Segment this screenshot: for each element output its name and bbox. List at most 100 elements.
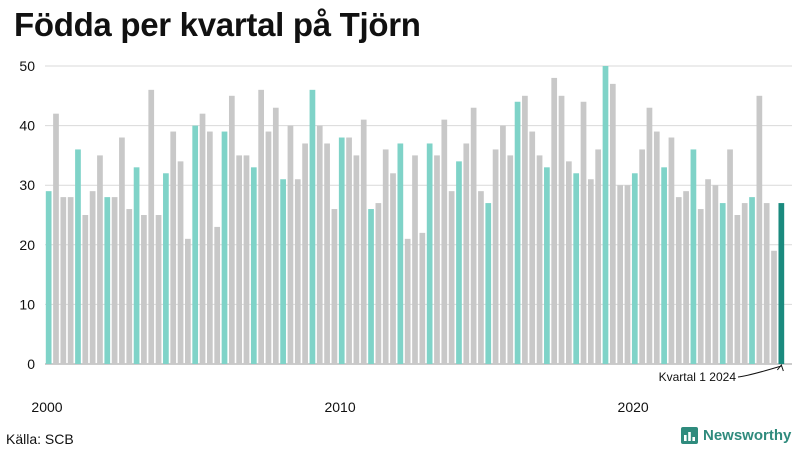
bar: [697, 209, 704, 364]
bar: [316, 125, 323, 364]
bar: [199, 113, 206, 365]
bar: [500, 125, 506, 364]
annotation-label: Kvartal 1 2024: [659, 370, 737, 384]
bar: [683, 191, 689, 364]
bar: [133, 167, 140, 364]
y-tick-label: 50: [19, 58, 35, 74]
bar: [514, 101, 521, 364]
bar: [763, 203, 770, 364]
bar: [587, 179, 594, 364]
bar: [573, 173, 580, 364]
bar: [353, 155, 360, 364]
bar: [397, 143, 404, 364]
bar: [507, 155, 514, 364]
bar: [426, 143, 433, 364]
bar: [53, 113, 59, 365]
bar: [360, 119, 367, 364]
bar: [243, 155, 250, 364]
bar: [82, 215, 89, 364]
bar: [741, 203, 748, 364]
bar: [566, 161, 572, 364]
bar: [719, 203, 726, 364]
bar: [558, 95, 565, 365]
bar: [45, 191, 52, 364]
bar: [228, 95, 235, 365]
bar: [265, 131, 272, 364]
bar: [778, 203, 785, 364]
bar: [478, 191, 484, 364]
bar: [624, 185, 631, 364]
annotation-arrowhead: [776, 363, 784, 372]
bar: [97, 155, 103, 364]
bar: [631, 173, 638, 364]
bar-chart-logo-icon: [681, 427, 698, 444]
bar: [221, 131, 228, 364]
bar: [463, 143, 470, 364]
bar: [60, 197, 67, 364]
bar: [206, 131, 213, 364]
bar: [448, 191, 455, 364]
bar: [338, 137, 345, 364]
bar: [675, 197, 682, 364]
bar: [639, 149, 645, 364]
bar: [287, 125, 294, 364]
bar: [75, 149, 81, 364]
bar: [661, 167, 667, 364]
y-tick-label: 30: [19, 177, 35, 193]
bar: [236, 155, 243, 364]
bar: [653, 131, 660, 364]
bar: [668, 137, 675, 364]
bar: [346, 137, 352, 364]
bar: [602, 66, 609, 364]
bar: [185, 238, 191, 364]
bar: [749, 197, 755, 364]
bar: [727, 149, 733, 364]
bar: [609, 83, 616, 364]
bar: [522, 95, 528, 365]
bar: [324, 143, 330, 364]
source-note: Källa: SCB: [6, 431, 74, 447]
bar: [485, 203, 492, 364]
bar: [111, 197, 118, 364]
chart-title: Födda per kvartal på Tjörn: [14, 6, 421, 43]
bar: [280, 179, 286, 364]
bar: [258, 89, 264, 364]
annotation-arrow: [737, 365, 782, 378]
bar: [771, 250, 777, 364]
bar: [529, 131, 536, 364]
bar: [67, 197, 74, 364]
bar: [272, 107, 279, 364]
bar: [734, 215, 741, 364]
bar: [375, 203, 382, 364]
x-tick-label: 2010: [324, 399, 355, 415]
brand-name: Newsworthy: [703, 427, 792, 444]
bar: [712, 185, 719, 364]
bar: [214, 226, 221, 364]
gridlines: [45, 65, 792, 365]
bar: [170, 131, 177, 364]
bar: [192, 125, 199, 364]
bar: [309, 89, 316, 364]
bar: [551, 77, 558, 365]
bar: [302, 143, 308, 364]
bar: [690, 149, 697, 364]
bar: [441, 119, 448, 364]
bar: [155, 215, 162, 364]
y-tick-label: 10: [19, 296, 35, 312]
bar: [456, 161, 462, 364]
brand-logo: Newsworthy: [681, 427, 791, 444]
y-axis-tick-labels: 0 10 20 30 40 50: [19, 58, 35, 372]
y-tick-label: 20: [19, 237, 35, 253]
bar: [368, 209, 374, 364]
bar: [756, 95, 763, 365]
bar: [646, 107, 653, 364]
bar: [434, 155, 440, 364]
bar: [536, 155, 543, 364]
annotation: Kvartal 1 2024: [659, 363, 784, 384]
bars: [45, 66, 785, 365]
bar: [250, 167, 257, 364]
bar: [492, 149, 499, 364]
bar: [141, 215, 147, 364]
bar: [104, 197, 111, 364]
bar: [163, 173, 169, 364]
